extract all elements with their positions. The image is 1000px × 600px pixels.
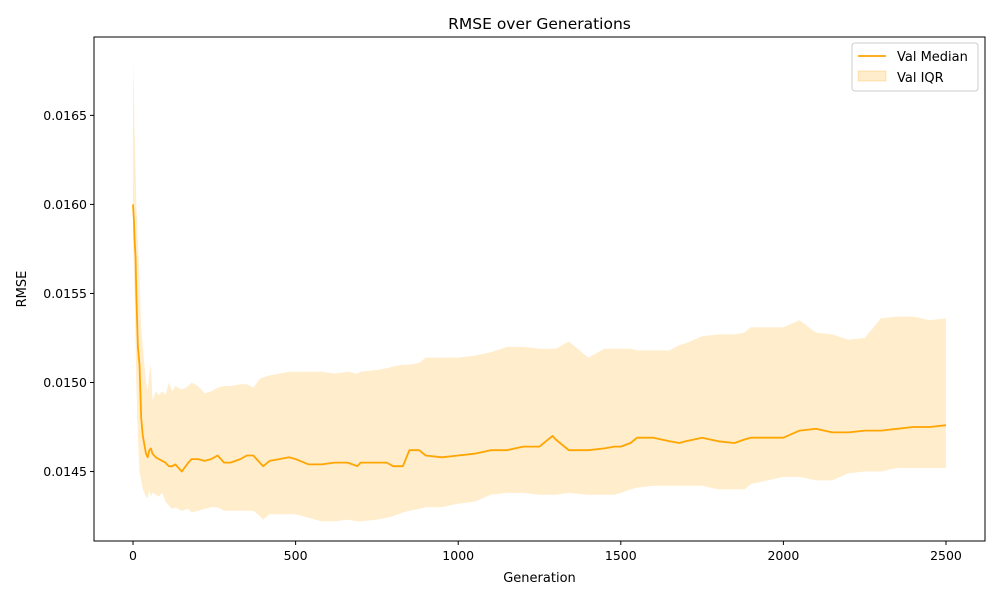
x-tick-label: 0 <box>129 548 137 563</box>
y-axis: 0.0145 0.0150 0.0155 0.0160 0.0165 <box>43 108 94 479</box>
median-line <box>132 204 947 473</box>
axes-frame <box>93 36 986 542</box>
iqr-band <box>133 61 946 522</box>
y-tick-label: 0.0145 <box>43 464 87 479</box>
y-tick-label: 0.0155 <box>43 286 87 301</box>
legend-box <box>851 42 979 92</box>
x-tick-label: 500 <box>284 548 308 563</box>
x-tick-label: 2500 <box>930 548 962 563</box>
x-tick-label: 2000 <box>767 548 799 563</box>
legend-iqr-swatch <box>857 70 887 82</box>
y-tick-label: 0.0160 <box>43 197 87 212</box>
x-tick-label: 1000 <box>442 548 474 563</box>
plot-area <box>132 61 947 522</box>
x-axis-label: Generation <box>503 571 576 586</box>
x-tick-label: 1500 <box>605 548 637 563</box>
y-tick-label: 0.0165 <box>43 108 87 123</box>
x-axis: 0 500 1000 1500 2000 2500 <box>129 541 962 563</box>
y-axis-label: RMSE <box>15 271 30 308</box>
legend-iqr-label: Val IQR <box>897 71 944 86</box>
legend-median-label: Val Median <box>897 50 968 65</box>
y-tick-label: 0.0150 <box>43 375 87 390</box>
chart-title: RMSE over Generations <box>448 15 631 33</box>
legend: Val Median Val IQR <box>851 42 979 92</box>
